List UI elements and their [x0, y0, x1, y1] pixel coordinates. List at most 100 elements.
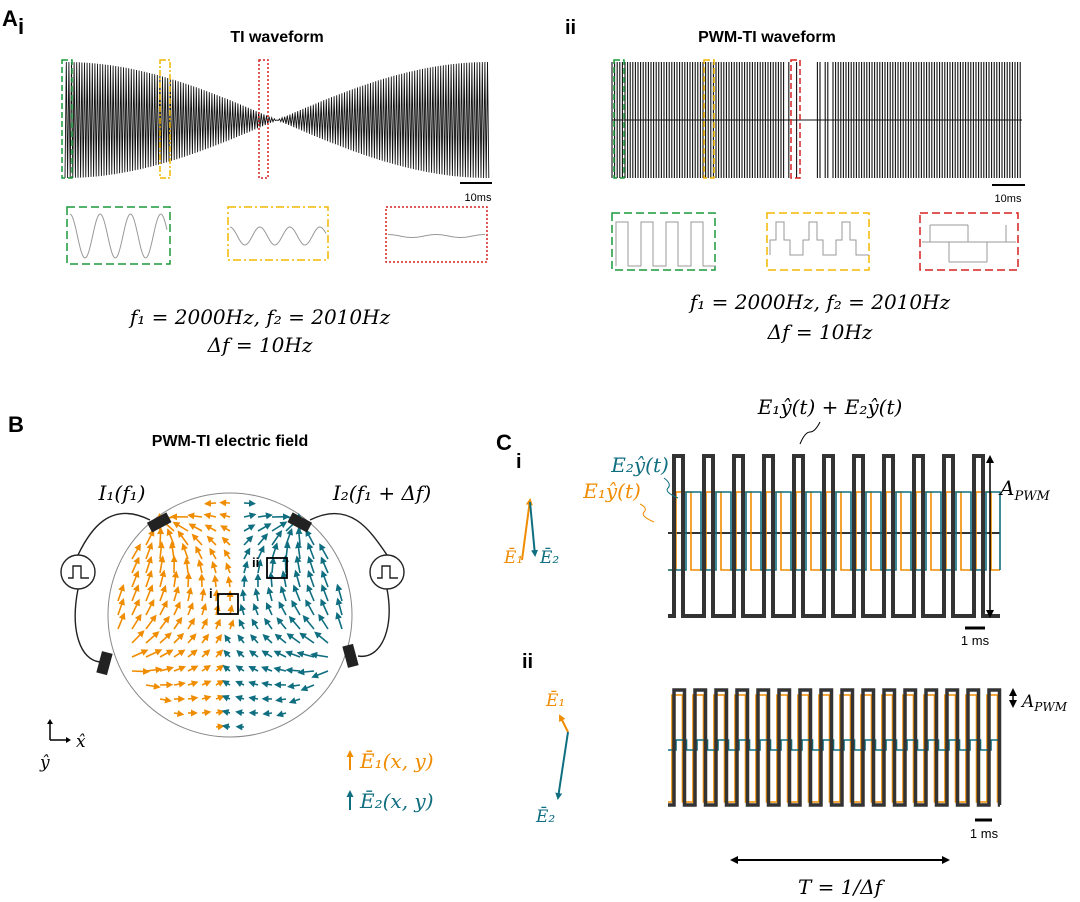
- field-arrow: [215, 664, 224, 672]
- field-arrow: [188, 523, 203, 532]
- field-arrow: [248, 680, 259, 688]
- field-arrow: [201, 633, 210, 644]
- trace-label: E₁ŷ(t) + E₂ŷ(t): [757, 395, 903, 419]
- field-arrow: [319, 543, 329, 560]
- panel-letter: A: [2, 6, 18, 31]
- window: [790, 59, 801, 179]
- field-arrow: [243, 547, 251, 560]
- period-label: T = 1/Δf: [798, 875, 886, 899]
- field-arrow: [286, 633, 301, 644]
- panel-letter: C: [496, 430, 512, 455]
- field-arrow: [173, 710, 185, 717]
- field-arrow: [278, 601, 287, 616]
- field-arrow: [273, 650, 287, 658]
- vector-label: Ē₁: [545, 690, 565, 711]
- roi-label: i: [209, 586, 213, 601]
- field-arrow: [204, 499, 217, 507]
- sub-label: i: [516, 451, 522, 473]
- field-arrow: [242, 560, 249, 574]
- field-arrow: [269, 556, 277, 574]
- field-arrow: [292, 584, 301, 602]
- field-arrow: [214, 618, 221, 630]
- field-arrow: [159, 600, 168, 616]
- field-arrow: [302, 615, 315, 630]
- inset: [227, 206, 329, 261]
- field-arrow: [261, 680, 273, 688]
- field-arrow: [204, 524, 217, 532]
- amp-label: APWM: [1020, 692, 1068, 714]
- scale-label: 1 ms: [970, 826, 999, 841]
- field-arrow: [222, 665, 231, 673]
- field-arrow: [215, 649, 224, 658]
- field-arrow: [320, 584, 329, 602]
- trace: [668, 454, 1000, 618]
- field-arrow: [282, 555, 290, 574]
- field-arrow: [191, 533, 203, 546]
- title: TI waveform: [230, 29, 323, 46]
- field-arrow: [262, 709, 273, 717]
- inset: [766, 212, 870, 271]
- field-arrow: [243, 499, 256, 507]
- field-arrow: [219, 512, 231, 520]
- field-arrow: [183, 557, 191, 574]
- vector: [529, 501, 539, 557]
- legend-label: Ē₂(x, y): [359, 789, 434, 813]
- field-arrow: [215, 633, 222, 644]
- field-arrow: [201, 694, 212, 702]
- field-arrow: [276, 617, 287, 630]
- field-arrow: [187, 649, 198, 658]
- ti-waveform: [64, 61, 490, 179]
- field-arrow: [311, 670, 329, 679]
- vector-field: [117, 499, 343, 731]
- formula: f₁ = 2000Hz, f₂ = 2010Hz: [128, 305, 391, 329]
- field-arrow: [335, 597, 343, 616]
- field-arrow: [310, 651, 329, 659]
- window: [61, 59, 73, 179]
- field-arrow: [145, 614, 157, 630]
- field-arrow: [131, 630, 145, 644]
- amp-label: APWM: [998, 476, 1051, 504]
- scale-label: 10ms: [465, 192, 492, 204]
- field-arrow: [239, 589, 247, 602]
- field-arrow: [131, 584, 140, 602]
- field-arrow: [195, 545, 203, 560]
- field-arrow: [201, 709, 212, 717]
- field-arrow: [215, 709, 225, 716]
- field-arrow: [250, 634, 259, 644]
- formula: Δf = 10Hz: [207, 333, 313, 357]
- field-arrow: [253, 587, 261, 602]
- field-arrow: [257, 523, 272, 532]
- window: [703, 59, 715, 179]
- field-arrow: [261, 650, 273, 658]
- field-arrow: [215, 680, 225, 687]
- field-arrow: [239, 603, 246, 616]
- field-arrow: [262, 634, 273, 644]
- field-arrow: [171, 570, 179, 588]
- field-arrow: [335, 611, 343, 630]
- vector: [559, 714, 569, 733]
- field-arrow: [285, 528, 294, 546]
- field-arrow: [240, 574, 248, 588]
- field-arrow: [307, 555, 315, 574]
- field-arrow: [159, 665, 175, 673]
- legend-label: Ē₁(x, y): [359, 749, 434, 773]
- field-arrow: [187, 633, 197, 644]
- field-arrow: [295, 527, 303, 546]
- field-arrow: [237, 634, 245, 644]
- field-arrow: [199, 588, 207, 602]
- field-arrow: [157, 541, 165, 560]
- field-arrow: [279, 585, 287, 602]
- field-arrow: [159, 649, 174, 658]
- field-arrow: [227, 619, 235, 630]
- field-arrow: [157, 527, 165, 546]
- field-arrow: [131, 570, 140, 588]
- field-arrow: [243, 512, 257, 520]
- field-arrow: [264, 617, 273, 630]
- field-arrow: [212, 589, 220, 602]
- inset: [919, 212, 1019, 271]
- field-arrow: [236, 649, 245, 658]
- field-arrow: [235, 709, 245, 717]
- field-arrow: [187, 680, 199, 688]
- trace: [922, 224, 1016, 263]
- field-arrow: [271, 521, 288, 532]
